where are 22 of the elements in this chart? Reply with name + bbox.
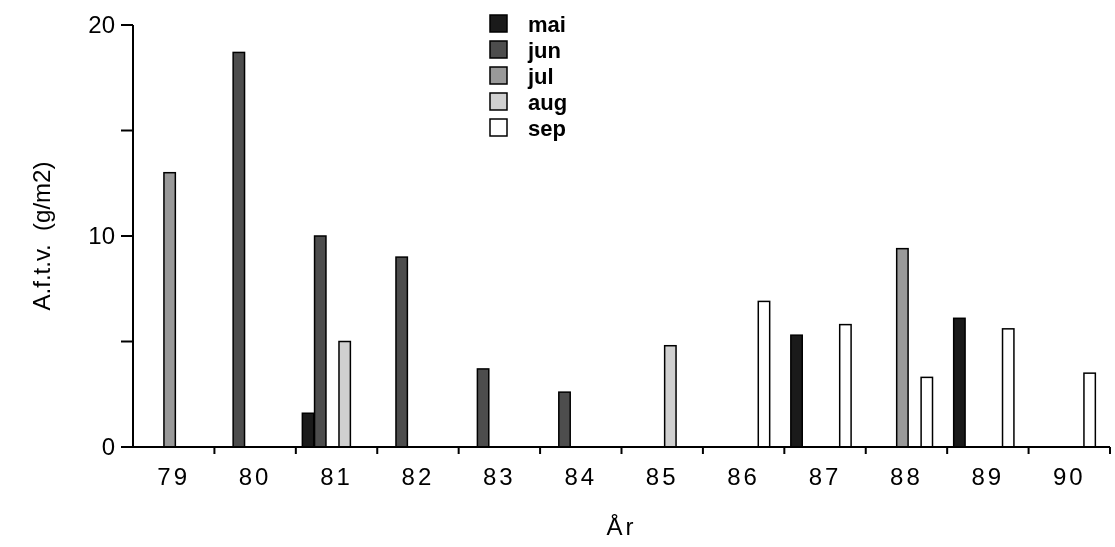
x-tick-label: 84 <box>564 463 598 490</box>
y-tick-label: 20 <box>88 11 115 39</box>
x-tick-label: 86 <box>727 463 760 490</box>
x-tick-label: 87 <box>808 463 842 490</box>
y-tick-label: 0 <box>101 433 115 461</box>
x-axis-title: År <box>606 513 637 540</box>
y-axis-title: A.f.t.v. (g/m2) <box>28 161 55 311</box>
x-tick-label: 81 <box>320 463 353 490</box>
legend-label: aug <box>528 89 568 115</box>
x-tick-label: 83 <box>483 463 516 490</box>
x-tick-label: 80 <box>238 463 272 490</box>
x-tick-label: 85 <box>645 463 679 490</box>
legend-label: jul <box>527 63 554 89</box>
x-tick-label: 88 <box>890 463 923 490</box>
x-tick-label: 89 <box>971 463 1005 490</box>
legend-label: sep <box>528 115 566 141</box>
x-tick-label: 90 <box>1052 463 1086 490</box>
x-tick-label: 79 <box>157 463 191 490</box>
y-tick-label: 10 <box>88 222 115 250</box>
x-tick-label: 82 <box>401 463 435 490</box>
legend-label: mai <box>528 11 566 37</box>
legend-label: jun <box>527 37 561 63</box>
